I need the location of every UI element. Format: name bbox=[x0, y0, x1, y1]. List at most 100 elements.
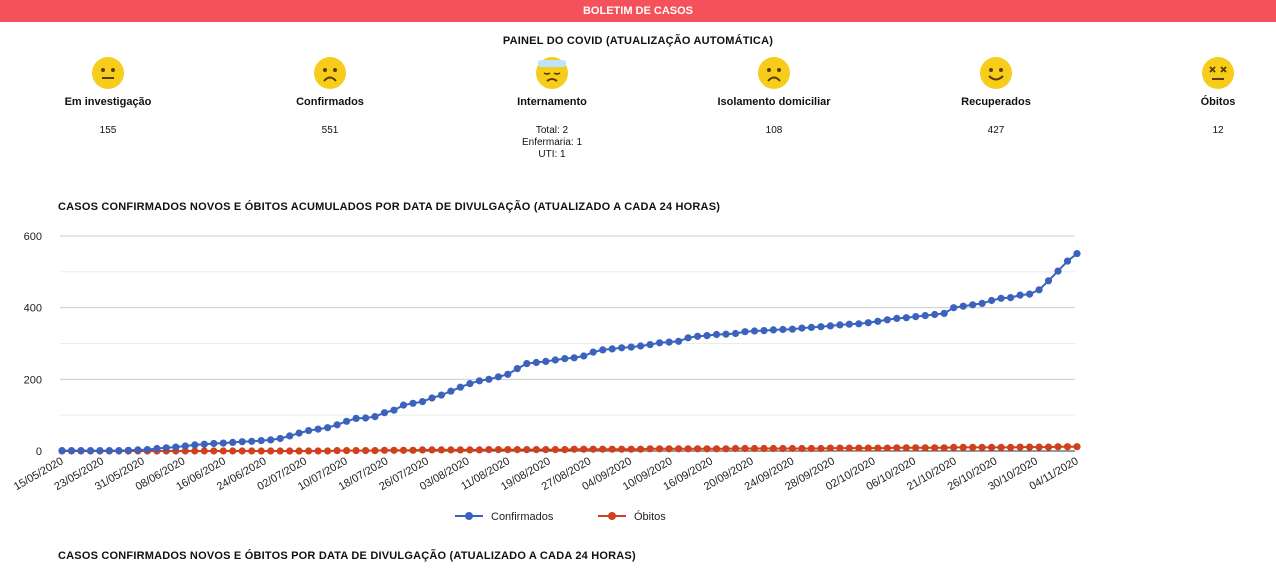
data-point bbox=[997, 294, 1005, 302]
data-point bbox=[769, 326, 778, 334]
data-point bbox=[409, 446, 417, 454]
data-point bbox=[845, 320, 853, 328]
data-point bbox=[703, 332, 711, 340]
data-point bbox=[1073, 443, 1081, 451]
data-point bbox=[390, 446, 398, 454]
data-point bbox=[969, 443, 977, 451]
data-point bbox=[437, 446, 445, 454]
data-point bbox=[1044, 277, 1053, 285]
data-point bbox=[883, 316, 891, 324]
stat-value: 12 bbox=[1212, 125, 1224, 136]
data-point bbox=[1054, 267, 1062, 275]
data-point bbox=[532, 446, 540, 454]
data-point bbox=[494, 373, 502, 381]
data-point bbox=[931, 444, 939, 452]
data-point bbox=[67, 447, 76, 455]
data-point bbox=[874, 444, 882, 452]
data-point bbox=[731, 329, 740, 338]
data-point bbox=[646, 445, 654, 453]
data-point bbox=[428, 394, 436, 402]
data-point bbox=[371, 413, 379, 421]
data-point bbox=[305, 447, 313, 455]
legend-marker bbox=[465, 512, 473, 520]
data-point bbox=[921, 312, 929, 320]
data-point bbox=[779, 444, 787, 453]
data-point bbox=[523, 446, 531, 454]
data-point bbox=[959, 443, 967, 451]
data-point bbox=[200, 447, 208, 455]
data-point bbox=[1063, 257, 1072, 265]
data-point bbox=[466, 446, 474, 454]
data-point bbox=[257, 437, 265, 445]
stat-value: 551 bbox=[321, 125, 339, 136]
data-point bbox=[77, 447, 85, 455]
data-point bbox=[940, 309, 948, 317]
data-point bbox=[618, 445, 626, 453]
data-point bbox=[817, 444, 825, 453]
y-tick-label: 200 bbox=[24, 374, 42, 386]
page-header: BOLETIM DE CASOS bbox=[0, 0, 1276, 22]
data-point bbox=[286, 447, 294, 455]
data-point bbox=[124, 446, 132, 454]
data-point bbox=[779, 325, 787, 334]
data-point bbox=[475, 446, 483, 454]
stat-value-line: Enfermaria: 1 bbox=[521, 137, 583, 148]
legend-marker bbox=[608, 512, 616, 520]
data-point bbox=[665, 338, 673, 346]
data-point bbox=[1073, 250, 1081, 258]
data-point bbox=[295, 429, 303, 437]
data-point bbox=[324, 447, 332, 455]
data-point bbox=[731, 444, 740, 453]
data-point bbox=[504, 370, 512, 378]
stat-card: Isolamento domiciliar 108 bbox=[694, 56, 854, 137]
data-point bbox=[191, 441, 199, 449]
neutral-face-icon bbox=[28, 56, 188, 90]
data-point bbox=[845, 444, 853, 452]
stat-card: Recuperados 427 bbox=[916, 56, 1076, 137]
sad-face-icon bbox=[694, 56, 854, 90]
data-point bbox=[769, 444, 778, 453]
data-point bbox=[561, 446, 569, 454]
data-point bbox=[950, 304, 958, 312]
data-point bbox=[437, 391, 445, 399]
data-point bbox=[390, 406, 398, 414]
data-point bbox=[608, 345, 616, 353]
data-point bbox=[1063, 443, 1072, 451]
data-point bbox=[267, 447, 275, 455]
data-point bbox=[105, 447, 113, 455]
stat-label: Internamento bbox=[517, 96, 587, 108]
stat-value-line: UTI: 1 bbox=[538, 149, 566, 160]
data-point bbox=[219, 439, 227, 447]
legend-label: Confirmados bbox=[491, 511, 554, 523]
data-point bbox=[902, 444, 910, 452]
data-point bbox=[1007, 443, 1015, 451]
data-point bbox=[921, 444, 929, 452]
stat-label: Confirmados bbox=[296, 96, 364, 108]
stat-value: Total: 2 Enfermaria: 1 UTI: 1 bbox=[472, 125, 632, 161]
data-point bbox=[1016, 291, 1024, 299]
data-point bbox=[940, 444, 948, 452]
data-point bbox=[703, 445, 711, 453]
data-point bbox=[551, 356, 559, 364]
data-point bbox=[1007, 294, 1015, 302]
data-point bbox=[153, 444, 161, 453]
data-point bbox=[248, 447, 256, 455]
y-tick-label: 0 bbox=[36, 446, 42, 458]
data-point bbox=[362, 447, 370, 455]
data-point bbox=[418, 446, 427, 454]
data-point bbox=[826, 322, 835, 330]
data-point bbox=[542, 357, 550, 365]
data-point bbox=[997, 443, 1005, 451]
data-point bbox=[295, 447, 303, 455]
data-point bbox=[912, 444, 920, 452]
data-point bbox=[352, 447, 360, 455]
data-point bbox=[978, 299, 986, 307]
data-point bbox=[143, 446, 151, 454]
data-point bbox=[513, 365, 521, 373]
bandaged-face-icon bbox=[472, 56, 632, 90]
chart2-title: CASOS CONFIRMADOS NOVOS E ÓBITOS POR DAT… bbox=[58, 550, 636, 562]
data-point bbox=[656, 339, 664, 347]
data-point bbox=[627, 343, 635, 351]
data-point bbox=[580, 445, 588, 453]
data-point bbox=[333, 421, 341, 429]
